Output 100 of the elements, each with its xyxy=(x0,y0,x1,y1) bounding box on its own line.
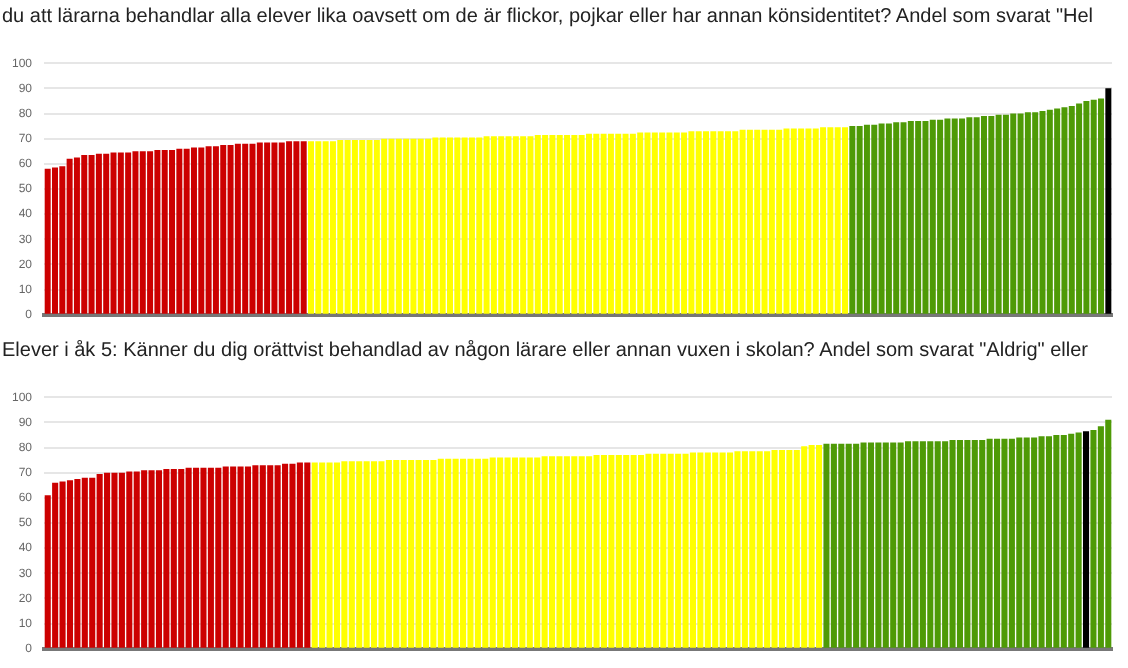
bar xyxy=(519,457,526,648)
bar xyxy=(256,142,263,314)
bar xyxy=(454,137,461,314)
bar xyxy=(66,158,73,314)
bar xyxy=(139,151,146,314)
bar xyxy=(311,462,318,648)
bar xyxy=(452,458,459,648)
bar xyxy=(274,465,281,648)
bar xyxy=(460,458,467,648)
bar xyxy=(378,461,385,648)
bar xyxy=(385,460,392,648)
bar xyxy=(793,450,800,648)
bar xyxy=(205,146,212,314)
bar xyxy=(830,443,837,648)
bar xyxy=(571,134,578,314)
bar xyxy=(644,132,651,314)
bar xyxy=(81,477,88,648)
bar xyxy=(863,124,870,314)
bar xyxy=(556,134,563,314)
bar xyxy=(571,456,578,648)
bar xyxy=(645,453,652,648)
bar xyxy=(732,131,739,314)
bar xyxy=(741,451,748,648)
bar xyxy=(704,452,711,648)
bar xyxy=(381,138,388,314)
bar xyxy=(1060,434,1067,648)
bar xyxy=(912,441,919,648)
bar xyxy=(425,138,432,314)
bar xyxy=(988,116,995,314)
bar xyxy=(234,143,241,314)
bar xyxy=(871,124,878,314)
bar xyxy=(512,136,519,314)
bar xyxy=(689,452,697,648)
bar xyxy=(578,134,585,314)
bar xyxy=(73,157,80,314)
bar xyxy=(252,465,259,648)
bar xyxy=(786,450,793,648)
bar xyxy=(600,455,608,648)
bar xyxy=(849,126,856,314)
bar xyxy=(927,441,934,648)
bar xyxy=(1008,438,1015,648)
bar xyxy=(315,141,322,314)
bar xyxy=(739,129,746,314)
bar xyxy=(200,467,207,648)
bar xyxy=(322,141,329,314)
bar xyxy=(995,114,1002,314)
bar xyxy=(630,455,637,648)
bar xyxy=(437,458,444,648)
bar xyxy=(373,139,380,314)
bar xyxy=(754,129,761,314)
bar xyxy=(59,166,66,314)
bar xyxy=(979,439,986,648)
bar xyxy=(526,457,533,648)
bar xyxy=(1010,113,1017,314)
bar xyxy=(937,119,944,314)
bar xyxy=(838,443,845,648)
bar xyxy=(761,129,768,314)
bar xyxy=(915,121,922,314)
bar xyxy=(549,134,556,314)
bar xyxy=(498,136,505,314)
bar xyxy=(563,456,570,648)
bar xyxy=(1068,105,1075,314)
bar xyxy=(476,137,483,314)
bar xyxy=(468,137,475,314)
bar xyxy=(764,451,771,648)
bar xyxy=(542,134,549,314)
bar xyxy=(1083,431,1090,648)
bar xyxy=(490,136,497,314)
bar xyxy=(482,458,489,648)
bar xyxy=(207,467,214,648)
bar xyxy=(675,453,682,648)
bar xyxy=(264,142,271,314)
bar xyxy=(430,460,437,648)
bar xyxy=(483,136,490,314)
bar xyxy=(820,127,827,314)
bar xyxy=(1098,98,1105,314)
bar xyxy=(922,121,929,314)
bar xyxy=(682,453,689,648)
bar xyxy=(703,131,710,314)
bar xyxy=(249,143,256,314)
bar xyxy=(161,150,168,314)
bar xyxy=(951,118,958,314)
bar xyxy=(388,138,395,314)
bar xyxy=(44,168,51,314)
bar xyxy=(812,128,819,314)
bar xyxy=(623,455,630,648)
bar xyxy=(622,133,629,314)
bar xyxy=(790,128,797,314)
bar xyxy=(1105,419,1112,648)
bar xyxy=(966,117,973,314)
bar xyxy=(534,457,541,648)
bar xyxy=(1017,113,1024,314)
bar xyxy=(154,150,161,314)
bar xyxy=(1054,108,1061,314)
bar xyxy=(489,457,496,648)
bar xyxy=(842,127,848,314)
bar xyxy=(344,139,351,314)
bar xyxy=(1075,432,1082,648)
bar xyxy=(212,146,219,314)
bar xyxy=(110,152,117,314)
